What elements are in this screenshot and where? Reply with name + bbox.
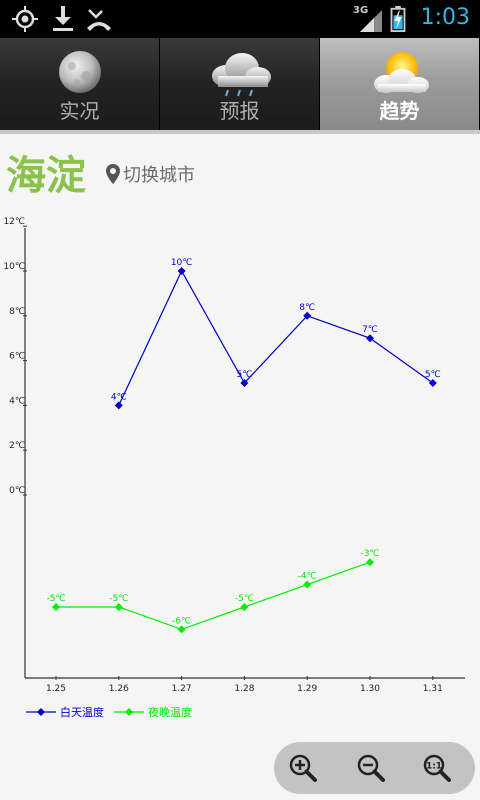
tab-forecast[interactable]: 预报 xyxy=(160,38,320,130)
legend-swatch-marker xyxy=(37,708,45,716)
y-tick-label: 0℃ xyxy=(9,486,25,496)
tab-trend[interactable]: 趋势 xyxy=(320,38,480,130)
switch-city-button[interactable]: 切换城市 xyxy=(106,161,195,187)
data-point xyxy=(52,603,60,611)
zoom-controls: 1:1 xyxy=(274,742,475,794)
status-bar: 3G 1:03 xyxy=(0,0,480,38)
y-tick-label: 4℃ xyxy=(9,396,25,406)
data-label: -3℃ xyxy=(360,549,379,559)
data-point xyxy=(177,267,186,275)
switch-city-label: 切换城市 xyxy=(123,165,195,186)
city-name: 海淀 xyxy=(6,153,86,199)
data-label: 8℃ xyxy=(299,303,315,313)
x-tick-label: 1.26 xyxy=(109,684,129,694)
zoom-reset-icon[interactable]: 1:1 xyxy=(420,751,454,785)
zoom-out-icon[interactable] xyxy=(354,751,388,785)
data-point xyxy=(303,311,312,320)
data-label: 4℃ xyxy=(111,392,127,402)
location-pin-icon xyxy=(106,164,120,184)
tab-label: 趋势 xyxy=(379,99,420,123)
clock: 1:03 xyxy=(420,5,470,30)
data-label: -5℃ xyxy=(235,594,254,604)
zoom-in-icon[interactable] xyxy=(286,751,320,785)
data-label: 5℃ xyxy=(425,370,441,380)
x-tick-label: 1.31 xyxy=(423,684,443,694)
data-label: -6℃ xyxy=(172,616,191,626)
gps-icon xyxy=(12,6,38,32)
x-tick-label: 1.30 xyxy=(360,684,380,694)
y-tick-label: 12℃ xyxy=(3,217,25,227)
download-icon xyxy=(53,6,73,31)
rain-cloud-icon xyxy=(211,53,271,97)
data-point xyxy=(366,558,374,567)
day-temperature-series: 4℃ 10℃ 5℃ 8℃ 7℃ 5℃ xyxy=(111,258,441,410)
data-point xyxy=(177,625,186,634)
series-line xyxy=(56,561,371,631)
data-label: -5℃ xyxy=(46,594,65,604)
y-tick-label: 6℃ xyxy=(9,352,25,362)
data-point xyxy=(240,379,249,387)
data-point xyxy=(428,379,437,387)
signal-icon xyxy=(360,10,382,32)
data-point xyxy=(114,603,123,611)
battery-charging-icon xyxy=(390,6,406,32)
chart-series: 4℃ 10℃ 5℃ 8℃ 7℃ 5℃ -5℃ -5℃ -6℃ -5℃ -4℃ -3℃ xyxy=(46,258,441,634)
svg-text:1:1: 1:1 xyxy=(426,762,442,772)
tab-label: 预报 xyxy=(219,99,260,123)
y-axis-labels: 12℃ 10℃ 8℃ 6℃ 4℃ 2℃ 0℃ xyxy=(3,217,27,496)
data-label: -5℃ xyxy=(109,594,128,604)
data-label: 5℃ xyxy=(236,370,252,380)
legend-label: 夜晚温度 xyxy=(148,705,192,719)
chart-legend: 白天温度 夜晚温度 xyxy=(26,705,192,719)
x-tick-label: 1.29 xyxy=(297,684,317,694)
night-temperature-series: -5℃ -5℃ -6℃ -5℃ -4℃ -3℃ xyxy=(46,549,380,634)
data-point xyxy=(240,603,249,611)
y-tick-label: 2℃ xyxy=(9,441,25,451)
x-tick-label: 1.27 xyxy=(172,684,192,694)
tab-label: 实况 xyxy=(59,99,100,123)
sun-cloud-icon xyxy=(373,52,429,93)
x-tick-label: 1.28 xyxy=(234,684,254,694)
tab-bar: 实况 预报 xyxy=(0,38,480,130)
tab-current[interactable]: 实况 xyxy=(0,38,160,130)
data-point xyxy=(114,401,123,410)
legend-label: 白天温度 xyxy=(60,705,104,719)
moon-icon xyxy=(58,51,101,93)
missed-call-icon xyxy=(87,9,111,31)
y-tick-label: 8℃ xyxy=(9,307,25,317)
x-tick-label: 1.25 xyxy=(46,684,66,694)
chart-axes xyxy=(24,228,465,679)
series-line xyxy=(118,269,434,406)
data-point xyxy=(303,580,312,589)
y-tick-label: 10℃ xyxy=(3,262,25,272)
legend-swatch-marker xyxy=(125,708,133,716)
x-axis-labels: 1.25 1.26 1.27 1.28 1.29 1.30 1.31 xyxy=(46,676,443,694)
temperature-trend-chart: 12℃ 10℃ 8℃ 6℃ 4℃ 2℃ 0℃ 1.25 1.26 1.27 1.28 1.29 1.3… xyxy=(3,217,465,719)
tab-divider xyxy=(0,130,480,134)
data-label: 7℃ xyxy=(362,325,378,335)
data-point xyxy=(366,334,374,343)
network-type-label: 3G xyxy=(353,5,369,16)
data-label: -4℃ xyxy=(298,572,317,582)
data-label: 10℃ xyxy=(171,258,193,268)
